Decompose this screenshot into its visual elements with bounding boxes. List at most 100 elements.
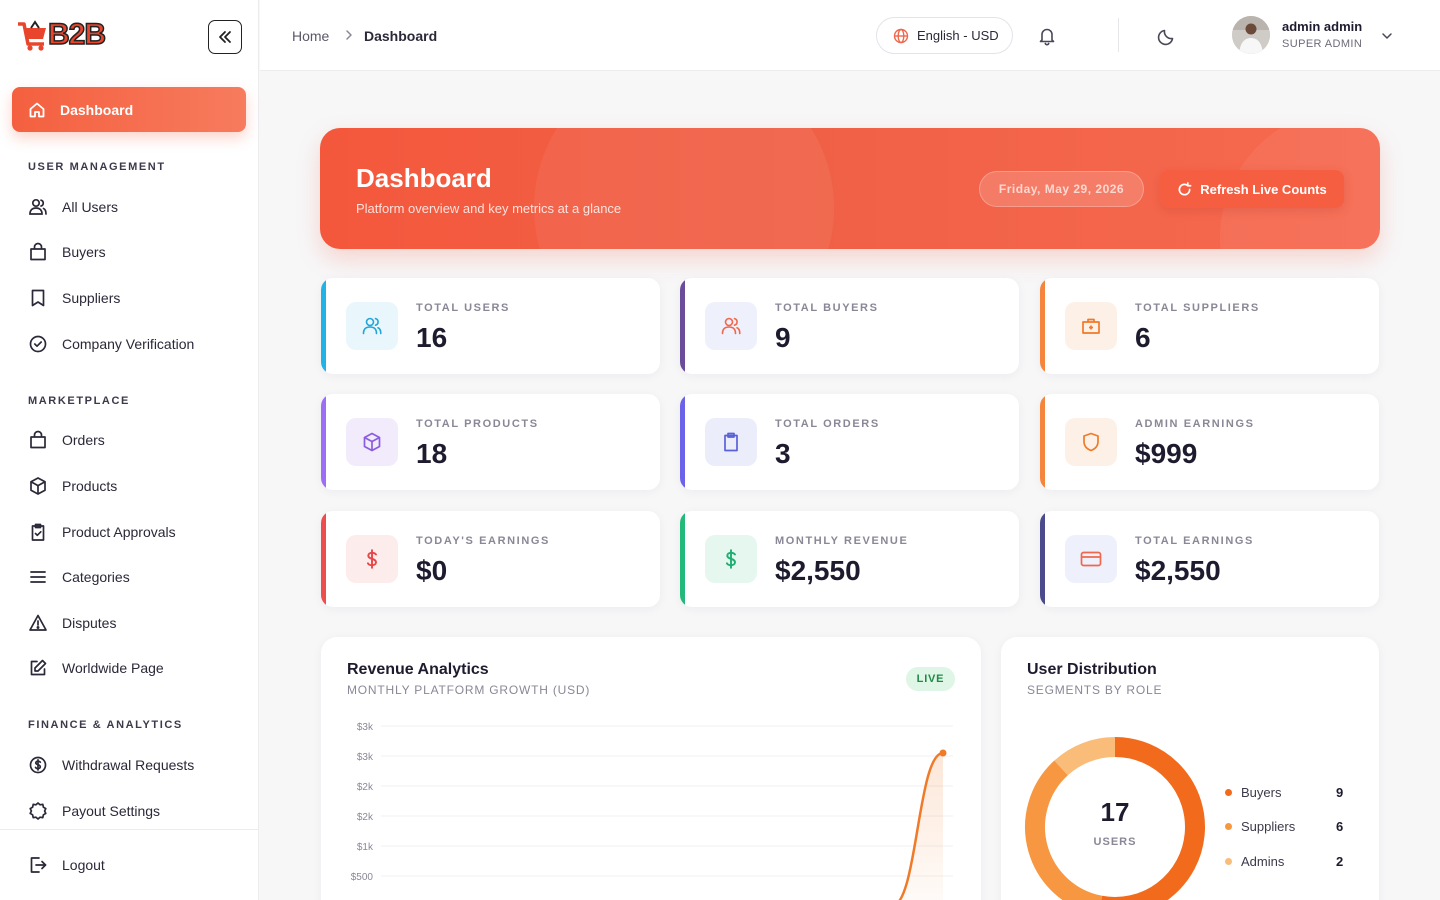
sidebar-item-buyers[interactable]: Buyers	[28, 241, 106, 263]
shield-icon	[1080, 431, 1102, 453]
sidebar-item-suppliers[interactable]: Suppliers	[28, 287, 120, 309]
revenue-analytics-panel: Revenue Analytics MONTHLY PLATFORM GROWT…	[321, 637, 981, 900]
credit-card-icon	[1079, 548, 1103, 570]
breadcrumb-home[interactable]: Home	[292, 28, 330, 44]
donut-slice-admins[interactable]	[1054, 737, 1116, 776]
stat-card-accent	[1040, 511, 1045, 607]
legend-label: Admins	[1241, 854, 1285, 869]
user-name[interactable]: admin admin	[1282, 19, 1363, 34]
legend-label: Suppliers	[1241, 819, 1296, 834]
y-tick-label: $3k	[357, 752, 374, 763]
donut-center-value: 17	[1101, 797, 1130, 827]
logout-button[interactable]: Logout	[28, 854, 105, 876]
sidebar-item-disputes[interactable]: Disputes	[28, 612, 116, 634]
sidebar-item-label: Product Approvals	[62, 524, 176, 540]
stat-card-total-earnings: TOTAL EARNINGS $2,550	[1040, 511, 1379, 607]
language-currency-selector[interactable]: English - USD	[876, 17, 1013, 54]
sidebar-divider	[0, 829, 259, 830]
y-tick-label: $1k	[357, 842, 374, 853]
collapse-sidebar-button[interactable]	[208, 20, 242, 54]
sidebar-item-categories[interactable]: Categories	[28, 566, 130, 588]
page-subtitle: Platform overview and key metrics at a g…	[356, 201, 622, 216]
brand-logo[interactable]: B2B	[16, 17, 107, 52]
sidebar-item-withdrawal-requests[interactable]: Withdrawal Requests	[28, 754, 194, 776]
sidebar-item-worldwide-page[interactable]: Worldwide Page	[28, 657, 164, 679]
stat-card-value: 9	[775, 322, 791, 353]
stat-card-total-orders: TOTAL ORDERS 3	[680, 394, 1019, 490]
distribution-panel-subtitle: SEGMENTS BY ROLE	[1027, 683, 1163, 697]
user-role: SUPER ADMIN	[1282, 38, 1363, 50]
user-avatar-icon	[1232, 16, 1270, 54]
stat-card-label: TOTAL EARNINGS	[1135, 535, 1254, 547]
dashboard-hero-banner: Dashboard Platform overview and key metr…	[320, 128, 1380, 249]
sidebar-item-label: Products	[62, 478, 118, 494]
revenue-panel-title: Revenue Analytics	[347, 661, 489, 678]
refresh-icon	[1178, 181, 1192, 195]
stat-card-label: TOTAL USERS	[416, 302, 510, 314]
revenue-data-point[interactable]	[939, 749, 947, 757]
stat-card-value: 16	[416, 322, 448, 353]
donut-center-label: USERS	[1094, 836, 1137, 848]
sidebar-item-product-approvals[interactable]: Product Approvals	[28, 521, 176, 543]
sidebar-item-payout-settings[interactable]: Payout Settings	[28, 800, 160, 822]
stat-card-label: TOTAL SUPPLIERS	[1135, 302, 1260, 314]
stat-card-icon-wrap	[1065, 418, 1117, 466]
clipboard-check-icon	[31, 523, 45, 541]
sidebar-item-company-verification[interactable]: Company Verification	[28, 333, 194, 355]
sidebar-item-all-users[interactable]: All Users	[28, 196, 118, 218]
sidebar-item-orders[interactable]: Orders	[28, 429, 105, 451]
sidebar-item-label: Payout Settings	[62, 803, 161, 819]
stat-card-label: MONTHLY REVENUE	[775, 535, 909, 547]
legend-item-buyers[interactable]: Buyers 9	[1225, 785, 1345, 800]
globe-icon	[893, 28, 909, 43]
stat-card-value: 18	[416, 438, 448, 469]
users-icon	[361, 315, 383, 337]
stat-card-accent	[1040, 394, 1045, 490]
legend-value: 6	[1336, 819, 1344, 834]
section-title-user-management: USER MANAGEMENT	[28, 161, 166, 173]
stat-card-label: ADMIN EARNINGS	[1135, 418, 1255, 430]
stat-card-accent	[321, 511, 326, 607]
menu-icon	[30, 571, 46, 583]
cube-icon	[361, 431, 383, 453]
current-date-badge: Friday, May 29, 2026	[979, 171, 1144, 207]
donut-slice-buyers[interactable]	[1100, 737, 1205, 900]
sidebar-item-label: Worldwide Page	[62, 660, 164, 676]
donut-slice-suppliers[interactable]	[1025, 760, 1103, 900]
refresh-live-counts-button[interactable]: Refresh Live Counts	[1160, 170, 1344, 208]
sidebar-item-label: Company Verification	[62, 336, 195, 352]
revenue-line	[898, 751, 944, 900]
stat-card-accent	[321, 278, 326, 374]
moon-icon[interactable]	[1157, 26, 1177, 46]
dollar-icon	[720, 548, 742, 570]
sidebar-item-dashboard[interactable]: Dashboard	[12, 87, 246, 132]
avatar[interactable]	[1232, 16, 1270, 54]
stat-card-value: $2,550	[775, 555, 861, 586]
sidebar-item-label: Suppliers	[62, 290, 121, 306]
bell-icon[interactable]	[1037, 26, 1057, 46]
stat-card-total-suppliers: TOTAL SUPPLIERS 6	[1040, 278, 1379, 374]
check-circle-icon	[29, 335, 47, 353]
brand-name: B2B	[47, 17, 107, 52]
topbar-divider	[1118, 18, 1119, 52]
hero-decoration	[534, 128, 834, 249]
live-badge: LIVE	[906, 667, 955, 691]
y-tick-label: $2k	[357, 812, 374, 823]
legend-item-suppliers[interactable]: Suppliers 6	[1225, 819, 1345, 834]
stat-card-monthly-revenue: MONTHLY REVENUE $2,550	[680, 511, 1019, 607]
revenue-panel-subtitle: MONTHLY PLATFORM GROWTH (USD)	[347, 683, 591, 697]
sidebar-item-label: All Users	[62, 199, 119, 215]
sidebar-item-products[interactable]: Products	[28, 475, 117, 497]
stat-card-icon-wrap	[1065, 535, 1117, 583]
legend-item-admins[interactable]: Admins 2	[1225, 854, 1345, 869]
stat-card-icon-wrap	[346, 535, 398, 583]
stat-card-icon-wrap	[346, 418, 398, 466]
stat-card-value: $0	[416, 555, 448, 586]
shopping-bag-icon	[30, 430, 46, 449]
y-tick-label: $2k	[357, 782, 374, 793]
stat-card-icon-wrap	[705, 302, 757, 350]
chevron-down-icon[interactable]	[1380, 29, 1394, 43]
section-title-marketplace: MARKETPLACE	[28, 395, 130, 407]
dollar-circle-icon	[29, 756, 47, 774]
stat-card-value: 6	[1135, 322, 1151, 353]
